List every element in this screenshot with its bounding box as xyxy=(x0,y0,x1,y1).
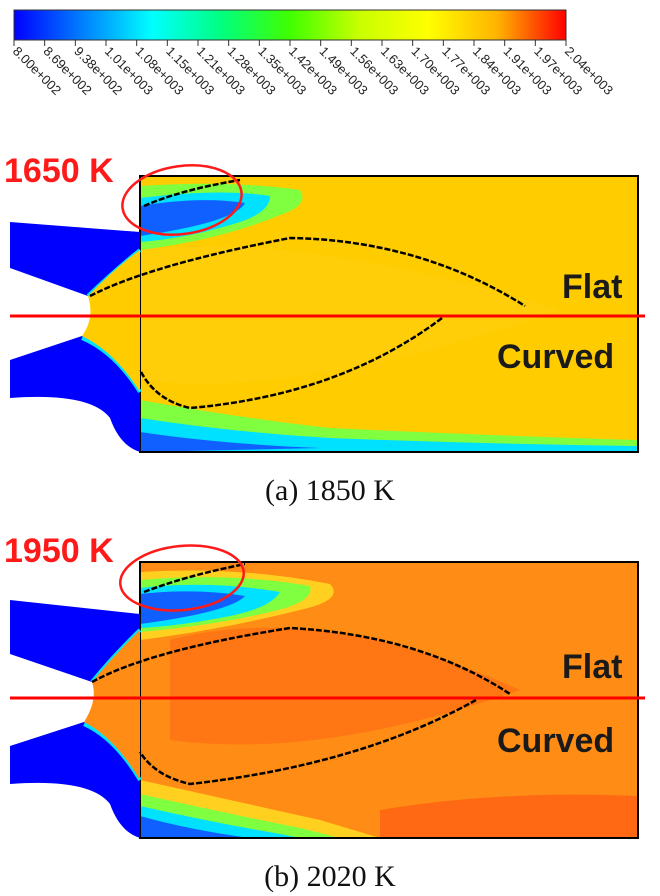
panel-a-label-curved: Curved xyxy=(497,338,614,376)
panel-b-contour-curved xyxy=(138,698,477,786)
panel-a-label-flat: Flat xyxy=(562,268,622,306)
colorbar-ticks: 8.00e+0028.69e+0029.38e+0021.01e+0031.08… xyxy=(10,40,616,98)
panel-a-upper-nozzle xyxy=(10,222,140,296)
panel-a-inlet xyxy=(10,222,142,452)
panel-b-lower-nozzle-edge xyxy=(83,722,142,782)
panel-a-top-jet-blue xyxy=(140,200,245,236)
panel-b-label-flat: Flat xyxy=(562,648,622,686)
panel-a-contours xyxy=(89,178,526,410)
panel-b: 1950 K Flat Curved (b) 2020 K xyxy=(4,532,645,893)
panel-a-bottom-jet-cyan xyxy=(140,418,638,452)
panel-b-annotation: 1950 K xyxy=(4,532,114,570)
panel-b-highlight-ellipse xyxy=(118,544,246,612)
panel-a-contour-corner xyxy=(143,178,241,208)
panel-a-lower-nozzle xyxy=(10,336,140,452)
panel-b-caption: (b) 2020 K xyxy=(264,860,396,893)
colorbar-bar xyxy=(13,9,567,41)
colorbar: 8.00e+0028.69e+0029.38e+0021.01e+0031.08… xyxy=(10,9,616,98)
panel-b-hotspot xyxy=(380,794,638,838)
panel-b-upper-nozzle xyxy=(10,600,140,682)
panel-a-bottom-jet-blue xyxy=(140,432,320,452)
panel-b-contours xyxy=(91,562,511,786)
panel-b-bottom-jet-blue xyxy=(140,816,250,838)
panel-b-contour-flat xyxy=(91,626,511,696)
panel-b-label-curved: Curved xyxy=(497,722,614,760)
panel-a-highlight-ellipse xyxy=(121,164,243,236)
panel-a-field xyxy=(140,176,638,452)
panel-b-plume xyxy=(170,627,520,745)
panel-a-lower-nozzle-edge xyxy=(81,336,142,394)
panel-a-contour-flat xyxy=(89,236,526,308)
panel-a-inlet-core xyxy=(82,250,140,392)
panel-b-inlet xyxy=(10,600,142,838)
panel-a-contour-curved xyxy=(138,317,443,410)
panel-a: 1650 K Flat Curved (a) 1850 K xyxy=(4,152,645,507)
panel-b-lower-nozzle xyxy=(10,722,140,838)
panel-b-field xyxy=(140,562,638,838)
panel-a-caption: (a) 1850 K xyxy=(265,474,395,507)
panel-a-annotation: 1650 K xyxy=(4,152,114,190)
panel-b-contour-corner xyxy=(143,562,246,594)
